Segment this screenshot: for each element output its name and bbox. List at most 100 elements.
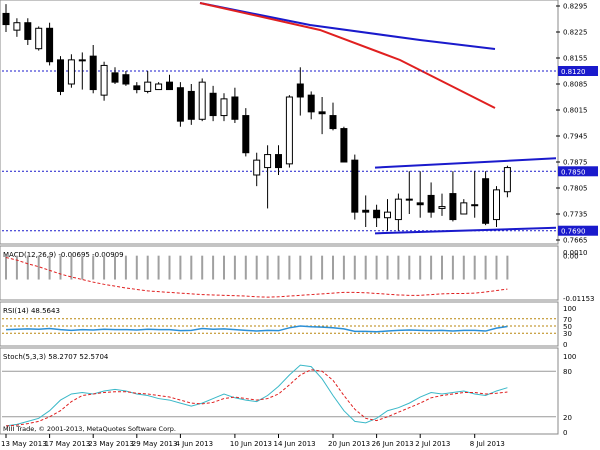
price-axis: 0.8295 0.8225 0.8155 0.8085 0.8015 0.7945 0.78… xyxy=(556,3,588,245)
level-price-label: 0.7690 xyxy=(561,228,586,236)
bullish-candle xyxy=(405,198,413,201)
bullish-candle xyxy=(220,98,228,117)
rsi-tick-label: 70 xyxy=(563,316,572,324)
bearish-candle xyxy=(242,115,250,154)
time-tick-label: 26 Jun 2013 xyxy=(372,440,414,448)
stoch-axis: 100 80 20 0 xyxy=(563,353,576,437)
bullish-candle xyxy=(155,83,163,91)
bullish-candle xyxy=(503,167,511,193)
bullish-candle xyxy=(438,206,446,209)
macd-tick-label: -0.01153 xyxy=(563,295,594,303)
price-tick-label: 0.7945 xyxy=(563,133,588,141)
bearish-candle xyxy=(351,159,359,213)
stoch-plot xyxy=(2,364,556,427)
bullish-candle xyxy=(394,198,402,221)
bearish-candle xyxy=(275,154,282,169)
bullish-candle xyxy=(264,154,272,169)
macd-tick-label: 0.0010 xyxy=(563,249,588,257)
trend-channel[interactable] xyxy=(374,157,557,235)
stoch-main-line xyxy=(5,364,508,427)
price-tick-label: 0.7805 xyxy=(563,185,588,193)
macd-title: MACD(12,26,9) -0.00695 -0.00909 xyxy=(3,251,124,259)
level-price-label: 0.8120 xyxy=(561,68,586,76)
stoch-tick-label: 80 xyxy=(563,368,572,376)
moving-averages xyxy=(199,2,496,109)
time-tick-label: 23 May 2013 xyxy=(88,440,134,448)
price-tick-label: 0.8155 xyxy=(563,55,588,63)
bullish-candle xyxy=(253,159,261,176)
price-tick-label: 0.8225 xyxy=(563,29,588,37)
rsi-line xyxy=(5,325,508,333)
bullish-candle xyxy=(460,202,468,215)
stoch-signal-line xyxy=(5,369,508,427)
bullish-candle xyxy=(471,204,479,207)
time-tick-label: 13 May 2013 xyxy=(1,440,47,448)
bearish-candle xyxy=(231,96,239,120)
time-tick-label: 4 Jun 2013 xyxy=(175,440,213,448)
price-panel-frame xyxy=(0,0,559,245)
bearish-candle xyxy=(307,94,315,113)
rsi-plot xyxy=(2,318,556,334)
time-tick-label: 17 May 2013 xyxy=(45,440,91,448)
macd-panel[interactable]: MACD(12,26,9) -0.00695 -0.00909 0.00100.… xyxy=(0,245,594,303)
bullish-candle xyxy=(493,189,500,221)
stoch-tick-label: 0 xyxy=(563,429,567,437)
moving-average-slow-line xyxy=(199,2,496,50)
bearish-candle xyxy=(187,90,195,120)
bearish-candle xyxy=(416,202,424,206)
channel-lower-line[interactable] xyxy=(374,226,557,235)
candlesticks xyxy=(2,4,511,231)
level-price-label-bg xyxy=(558,166,598,177)
bearish-candle xyxy=(46,27,54,63)
time-tick-label: 2 Jul 2013 xyxy=(415,440,450,448)
bearish-candle xyxy=(111,72,119,83)
bullish-candle xyxy=(384,211,391,219)
bullish-candle xyxy=(144,81,152,92)
bearish-candle xyxy=(296,83,304,98)
rsi-title: RSI(14) 48.5643 xyxy=(3,307,60,315)
macd-tick-label: 0.00 xyxy=(563,253,579,261)
rsi-tick-label: 50 xyxy=(563,323,572,331)
stoch-tick-label: 100 xyxy=(563,353,576,361)
price-tick-label: 0.8015 xyxy=(563,107,588,115)
bearish-candle xyxy=(362,209,370,213)
stoch-title: Stoch(5,3,3) 58.2707 52.5704 xyxy=(3,353,109,361)
bearish-candle xyxy=(329,115,337,130)
bullish-candle xyxy=(100,64,108,96)
rsi-panel-frame xyxy=(0,301,559,347)
bullish-candle xyxy=(285,96,293,165)
bearish-candle xyxy=(24,22,32,40)
level-price-label-bg xyxy=(558,225,598,236)
bearish-candle xyxy=(209,92,217,117)
time-tick-label: 10 Jun 2013 xyxy=(230,440,272,448)
rsi-tick-label: 30 xyxy=(563,330,572,338)
bearish-candle xyxy=(318,111,326,115)
price-tick-label: 0.8295 xyxy=(563,3,588,11)
price-tick-label: 0.7735 xyxy=(563,211,588,219)
level-price-label-bg xyxy=(558,66,598,76)
bearish-candle xyxy=(166,81,173,91)
bullish-candle xyxy=(67,59,75,85)
rsi-tick-label: 100 xyxy=(563,305,576,313)
rsi-tick-label: 0 xyxy=(563,341,567,349)
bearish-candle xyxy=(449,193,457,221)
bullish-candle xyxy=(13,22,21,31)
time-tick-label: 8 Jul 2013 xyxy=(470,440,505,448)
price-panel[interactable]: 0.8120 0.7850 0.7690 0.8295 0.8225 0.8155 0.8… xyxy=(0,0,598,245)
macd-panel-frame xyxy=(0,245,559,301)
bearish-candle xyxy=(176,87,184,122)
bullish-candle xyxy=(35,27,43,50)
time-tick-label: 20 Jun 2013 xyxy=(328,440,370,448)
level-price-label: 0.7850 xyxy=(561,168,586,176)
moving-average-fast-line xyxy=(199,2,496,109)
macd-signal-line xyxy=(5,257,508,298)
bullish-candle xyxy=(78,59,86,62)
bearish-candle xyxy=(373,209,381,219)
bearish-candle xyxy=(482,178,490,224)
channel-upper-line[interactable] xyxy=(374,157,557,169)
